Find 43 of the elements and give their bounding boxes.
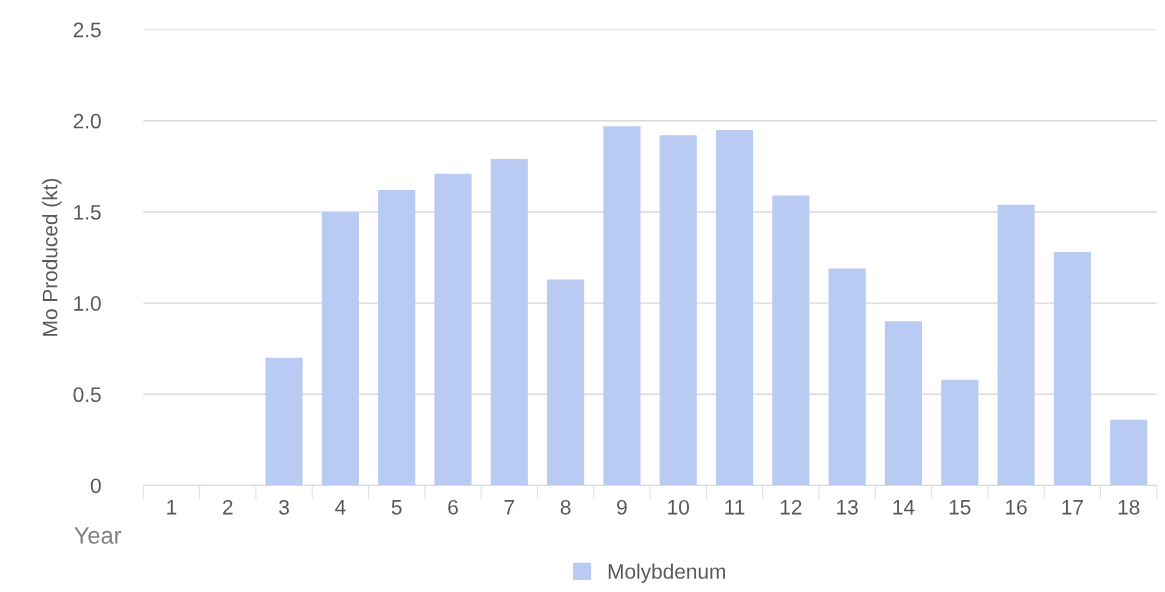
- x-tick-label: 10: [668, 499, 689, 515]
- x-tick-label: 16: [1006, 499, 1027, 515]
- bar: [265, 357, 303, 486]
- y-tick-label: 2.0: [73, 113, 101, 129]
- x-tick-label: 3: [279, 499, 289, 515]
- bar: [1053, 252, 1091, 486]
- y-tick-label: 0.5: [73, 387, 101, 403]
- x-tick-label: 7: [504, 500, 515, 515]
- bar: [941, 379, 979, 486]
- bar: [715, 129, 754, 486]
- x-tick-label: 5: [391, 500, 402, 515]
- bar: [659, 135, 697, 486]
- x-axis-title: Year: [74, 527, 122, 544]
- x-tick-label: 1: [167, 500, 177, 515]
- x-tick-label: 15: [949, 500, 971, 515]
- bar: [772, 195, 810, 486]
- x-tick-label: 11: [725, 500, 745, 515]
- bar: [490, 159, 528, 486]
- bar: [434, 173, 472, 486]
- x-tick-label: 2: [223, 499, 233, 515]
- legend-label: Molybdenum: [608, 563, 725, 583]
- x-tick-label: 4: [335, 500, 346, 515]
- bar: [997, 204, 1035, 486]
- y-tick-label: 1.5: [74, 205, 101, 220]
- x-tick-label: 17: [1062, 500, 1083, 515]
- x-tick-label: 8: [560, 499, 571, 515]
- y-tick-label: 1.0: [74, 296, 101, 311]
- x-tick-label: 18: [1118, 499, 1140, 515]
- y-tick-label: 2.5: [73, 22, 101, 38]
- bar: [547, 279, 585, 486]
- bar: [321, 211, 359, 486]
- x-tick-label: 14: [893, 500, 915, 515]
- x-tick-label: 13: [837, 499, 858, 515]
- bar: [1110, 419, 1148, 486]
- x-tick-label: 6: [448, 499, 458, 515]
- bar: [828, 268, 866, 486]
- y-tick-label: 0: [90, 478, 101, 494]
- bar: [378, 190, 416, 486]
- x-tick-label: 12: [780, 499, 802, 515]
- bar: [603, 126, 641, 486]
- y-axis-title: Mo Produced (kt): [42, 178, 62, 336]
- x-tick-label: 9: [617, 499, 627, 515]
- bar: [884, 321, 923, 486]
